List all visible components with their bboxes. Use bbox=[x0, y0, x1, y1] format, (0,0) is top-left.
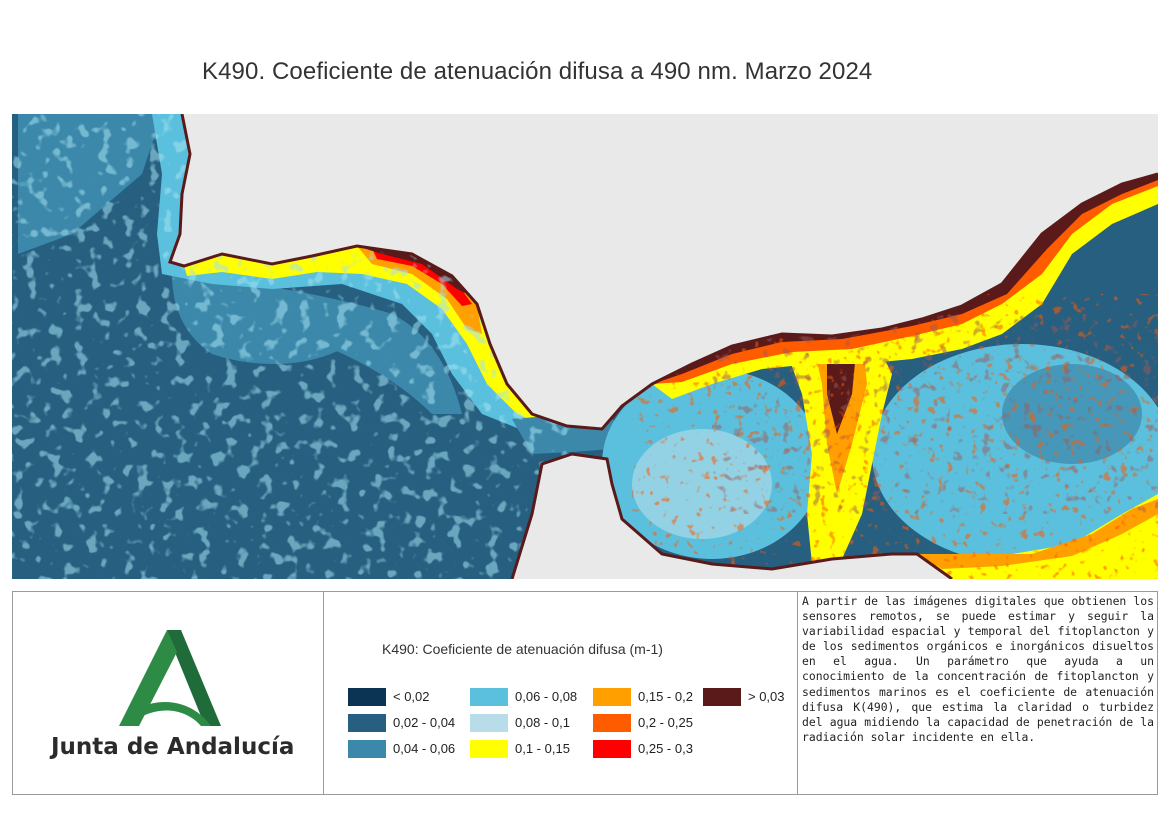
panel-divider bbox=[323, 592, 324, 794]
legend-item: < 0,02 bbox=[348, 686, 478, 708]
logo-text: Junta de Andalucía bbox=[51, 734, 295, 760]
satellite-map[interactable] bbox=[12, 114, 1158, 579]
legend-label: 0,2 - 0,25 bbox=[638, 715, 693, 730]
legend-swatch bbox=[470, 714, 508, 732]
legend-swatch bbox=[593, 688, 631, 706]
legend-item: 0,2 - 0,25 bbox=[593, 712, 723, 734]
panel-divider bbox=[797, 592, 798, 794]
legend-item: 0,04 - 0,06 bbox=[348, 738, 478, 760]
legend-label: > 0,03 bbox=[748, 689, 785, 704]
legend-item: 0,15 - 0,2 bbox=[593, 686, 723, 708]
legend-item: 0,02 - 0,04 bbox=[348, 712, 478, 734]
legend-label: 0,04 - 0,06 bbox=[393, 741, 456, 756]
legend-item: 0,08 - 0,1 bbox=[470, 712, 600, 734]
legend-swatch bbox=[593, 740, 631, 758]
legend-item: 0,06 - 0,08 bbox=[470, 686, 600, 708]
legend-item: 0,25 - 0,3 bbox=[593, 738, 723, 760]
legend-swatch bbox=[593, 714, 631, 732]
legend-item: > 0,03 bbox=[703, 686, 833, 708]
info-panel: Junta de Andalucía K490: Coeficiente de … bbox=[12, 591, 1158, 795]
junta-logo-icon bbox=[119, 630, 221, 726]
legend-label: 0,06 - 0,08 bbox=[515, 689, 578, 704]
legend: K490: Coeficiente de atenuación difusa (… bbox=[324, 592, 797, 794]
legend-swatch bbox=[348, 688, 386, 706]
legend-label: 0,15 - 0,2 bbox=[638, 689, 693, 704]
legend-swatch bbox=[348, 740, 386, 758]
logo-area: Junta de Andalucía bbox=[13, 592, 323, 794]
k490-map-image bbox=[12, 114, 1158, 579]
legend-label: < 0,02 bbox=[393, 689, 430, 704]
map-title: K490. Coeficiente de atenuación difusa a… bbox=[202, 58, 873, 85]
legend-label: 0,08 - 0,1 bbox=[515, 715, 570, 730]
legend-title: K490: Coeficiente de atenuación difusa (… bbox=[382, 641, 663, 657]
legend-label: 0,1 - 0,15 bbox=[515, 741, 570, 756]
legend-swatch bbox=[470, 688, 508, 706]
description-text: A partir de las imágenes digitales que o… bbox=[802, 594, 1154, 744]
legend-label: 0,02 - 0,04 bbox=[393, 715, 456, 730]
legend-swatch bbox=[470, 740, 508, 758]
legend-swatch bbox=[348, 714, 386, 732]
legend-label: 0,25 - 0,3 bbox=[638, 741, 693, 756]
legend-item: 0,1 - 0,15 bbox=[470, 738, 600, 760]
legend-swatch bbox=[703, 688, 741, 706]
